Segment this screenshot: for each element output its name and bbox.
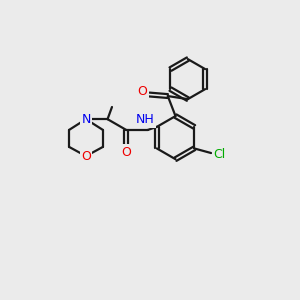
Text: O: O	[81, 150, 91, 163]
Text: Cl: Cl	[214, 148, 226, 161]
Text: O: O	[121, 146, 131, 159]
Text: O: O	[137, 85, 147, 98]
Text: N: N	[81, 113, 91, 126]
Text: NH: NH	[136, 113, 155, 126]
